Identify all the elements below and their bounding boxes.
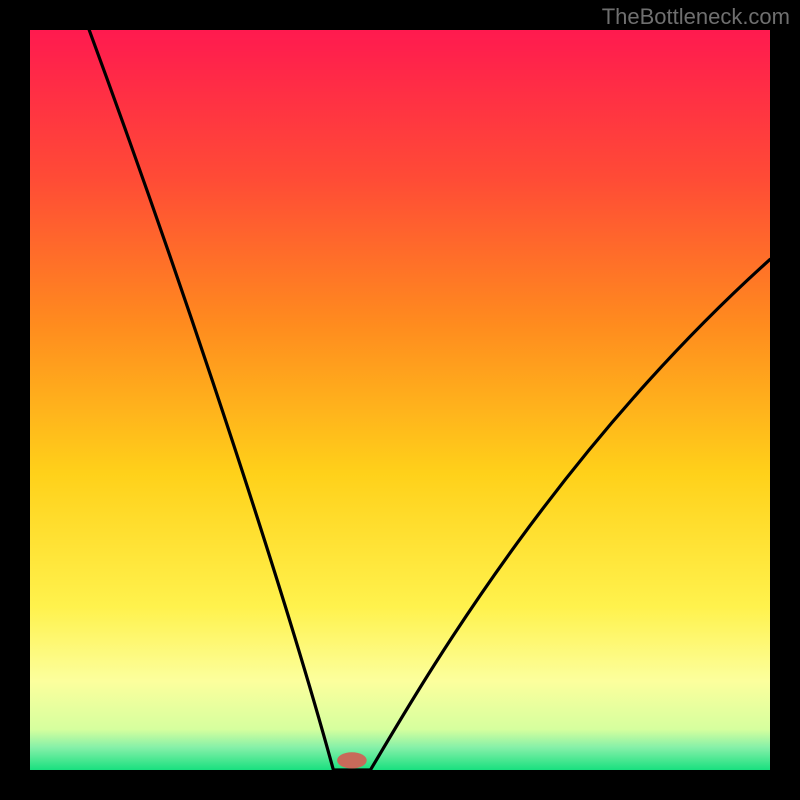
chart-container: TheBottleneck.com [0,0,800,800]
plot-background [30,30,770,770]
optimal-point-marker [337,752,367,768]
bottleneck-chart [0,0,800,800]
watermark-text: TheBottleneck.com [602,4,790,30]
